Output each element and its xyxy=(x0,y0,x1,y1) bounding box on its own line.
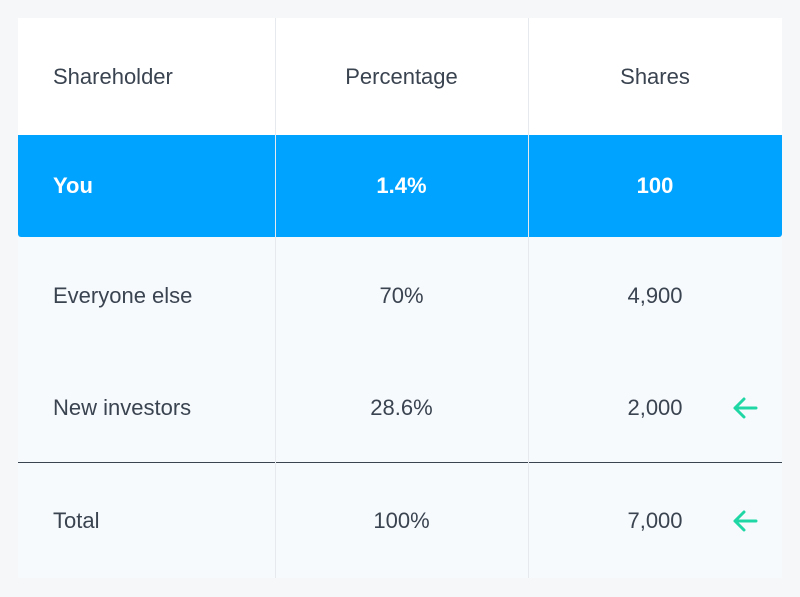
row-you-shares: 100 xyxy=(636,173,674,198)
arrow-left-icon xyxy=(733,397,758,419)
table-row-new-investors: New investors 28.6% 2,000 xyxy=(18,354,782,462)
row-everyone-else-shares: 4,900 xyxy=(627,282,683,308)
table-row-you: You 1.4% 100 xyxy=(18,135,782,237)
column-divider xyxy=(528,18,529,578)
header-shares: Shares xyxy=(620,63,690,89)
row-new-investors-shares-cell: 2,000 xyxy=(528,354,782,462)
row-everyone-else-shareholder: Everyone else xyxy=(53,282,193,308)
header-percentage: Percentage xyxy=(345,63,458,89)
row-new-investors-shares: 2,000 xyxy=(627,395,683,420)
column-divider xyxy=(275,18,276,578)
cap-table: Shareholder Percentage Shares You 1.4% 1… xyxy=(18,18,782,578)
row-total-shares-cell: 7,000 xyxy=(528,463,782,578)
row-new-investors-shareholder: New investors xyxy=(53,395,192,420)
row-you-shareholder: You xyxy=(53,173,93,198)
arrow-left-icon xyxy=(733,510,758,531)
row-everyone-else-percentage: 70% xyxy=(379,282,424,308)
row-total-shares: 7,000 xyxy=(627,507,683,533)
total-divider xyxy=(18,462,782,463)
table-row-everyone-else: Everyone else 70% 4,900 xyxy=(18,237,782,354)
row-you-percentage: 1.4% xyxy=(376,173,427,198)
table-header-row: Shareholder Percentage Shares xyxy=(18,18,782,135)
row-total-label: Total xyxy=(53,507,100,533)
header-shareholder: Shareholder xyxy=(53,63,173,89)
table-row-total: Total 100% 7,000 xyxy=(18,463,782,578)
row-new-investors-percentage: 28.6% xyxy=(370,395,433,420)
row-total-percentage: 100% xyxy=(373,507,430,533)
